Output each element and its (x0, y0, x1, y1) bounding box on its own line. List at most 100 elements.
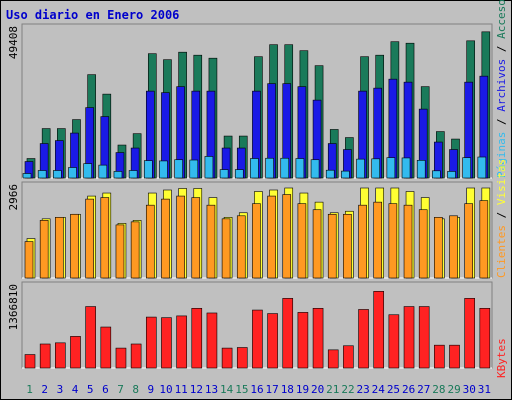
bar-kbytes-day-6 (100, 326, 112, 369)
bar-paginas-day-3 (53, 170, 62, 179)
bar-paginas-day-23 (356, 158, 365, 179)
bar-paginas-day-8 (128, 170, 138, 179)
bar-paginas-day-14 (219, 169, 229, 179)
bar-clientes-day-16 (252, 203, 261, 279)
bar-paginas-day-20 (310, 159, 320, 179)
bar-kbytes-day-2 (39, 343, 51, 369)
bar-kbytes-day-4 (70, 336, 81, 369)
bar-kbytes-day-5 (85, 306, 96, 369)
bar-kbytes-day-11 (176, 315, 187, 369)
x-tick-day-27: 27 (417, 383, 430, 396)
legend-accesos: Accesos (495, 0, 508, 39)
bar-kbytes-day-3 (55, 342, 66, 369)
x-tick-day-19: 19 (296, 383, 309, 396)
bar-clientes-day-31 (479, 200, 489, 279)
bar-kbytes-day-18 (282, 298, 294, 369)
x-tick-day-3: 3 (57, 383, 64, 396)
bar-kbytes-day-27 (418, 306, 430, 369)
x-tick-day-31: 31 (478, 383, 491, 396)
bar-paginas-day-15 (234, 169, 244, 179)
x-tick-day-22: 22 (341, 383, 354, 396)
bar-paginas-day-19 (295, 158, 305, 179)
bar-kbytes-day-22 (343, 345, 354, 369)
legend-top: Páginas / Archivos / Accesos (495, 0, 508, 178)
bar-clientes-day-30 (464, 203, 473, 279)
ymax-label-3: 1366810 (7, 284, 20, 330)
bar-clientes-day-15 (236, 215, 246, 279)
bar-clientes-day-27 (418, 209, 428, 279)
x-tick-day-8: 8 (132, 383, 139, 396)
ymax-label-1: 49408 (7, 26, 20, 59)
bar-kbytes-day-13 (206, 312, 218, 369)
bar-clientes-day-4 (70, 213, 79, 279)
bar-paginas-day-11 (174, 159, 183, 179)
bar-paginas-day-16 (250, 158, 259, 179)
x-tick-day-15: 15 (235, 383, 248, 396)
bar-paginas-day-7 (113, 171, 123, 179)
bar-paginas-day-18 (280, 157, 290, 179)
bar-kbytes-day-7 (115, 347, 127, 369)
x-tick-day-7: 7 (117, 383, 124, 396)
bar-paginas-day-17 (265, 157, 274, 179)
bar-paginas-day-24 (371, 158, 381, 179)
legend-archivos: Archivos (495, 59, 508, 112)
legend-sep: / (495, 205, 508, 225)
x-tick-day-16: 16 (250, 383, 263, 396)
bar-paginas-day-31 (477, 156, 487, 179)
bar-paginas-day-29 (447, 171, 456, 179)
bar-kbytes-day-31 (479, 307, 491, 369)
bar-kbytes-day-15 (236, 347, 248, 369)
x-tick-day-26: 26 (402, 383, 415, 396)
bar-clientes-day-9 (145, 204, 155, 279)
legend-sep: / (495, 112, 508, 132)
bar-clientes-day-14 (221, 218, 231, 279)
legend-paginas: Páginas (495, 132, 508, 178)
bar-clientes-day-23 (358, 204, 367, 279)
bar-clientes-day-10 (161, 198, 170, 279)
bar-paginas-day-9 (143, 160, 153, 179)
x-tick-day-17: 17 (266, 383, 279, 396)
bar-clientes-day-18 (282, 194, 292, 279)
bar-clientes-day-7 (115, 224, 125, 279)
bar-kbytes-day-16 (252, 309, 263, 369)
legend-clientes: Clientes (495, 225, 508, 278)
bar-paginas-day-30 (462, 157, 471, 179)
bar-kbytes-day-26 (403, 306, 415, 369)
bar-clientes-day-21 (327, 213, 337, 279)
bar-clientes-day-1 (24, 241, 34, 279)
bar-kbytes-day-21 (327, 349, 339, 369)
x-tick-day-2: 2 (41, 383, 48, 396)
bar-clientes-day-3 (55, 217, 64, 279)
bar-clientes-day-26 (403, 204, 413, 279)
bar-clientes-day-17 (267, 195, 276, 279)
bar-kbytes-day-23 (358, 309, 369, 369)
legend-visitas: Visitas (495, 159, 508, 205)
x-tick-day-23: 23 (357, 383, 370, 396)
bar-kbytes-day-24 (373, 291, 385, 369)
bar-kbytes-day-12 (191, 307, 203, 369)
x-tick-day-13: 13 (205, 383, 218, 396)
bar-kbytes-day-28 (434, 344, 445, 369)
bar-paginas-day-21 (325, 169, 335, 179)
bar-clientes-day-13 (206, 204, 216, 279)
bar-kbytes-day-10 (161, 317, 172, 369)
bar-clientes-day-22 (343, 213, 352, 279)
ymax-label-2: 2966 (7, 184, 20, 211)
legend-kbytes: KBytes (495, 338, 508, 378)
x-tick-day-29: 29 (447, 383, 460, 396)
bar-clientes-day-2 (39, 220, 49, 279)
x-tick-day-11: 11 (175, 383, 188, 396)
bar-paginas-day-12 (189, 159, 199, 179)
x-tick-day-14: 14 (220, 383, 234, 396)
x-tick-day-24: 24 (372, 383, 386, 396)
bar-kbytes-day-25 (388, 314, 400, 369)
x-tick-day-28: 28 (432, 383, 445, 396)
legend-sep: / (495, 39, 508, 59)
x-tick-day-20: 20 (311, 383, 324, 396)
bar-kbytes-day-19 (297, 312, 309, 369)
bar-kbytes-day-1 (24, 354, 36, 369)
bar-paginas-day-27 (416, 160, 426, 179)
x-tick-day-1: 1 (26, 383, 33, 396)
bar-paginas-day-22 (341, 170, 350, 179)
